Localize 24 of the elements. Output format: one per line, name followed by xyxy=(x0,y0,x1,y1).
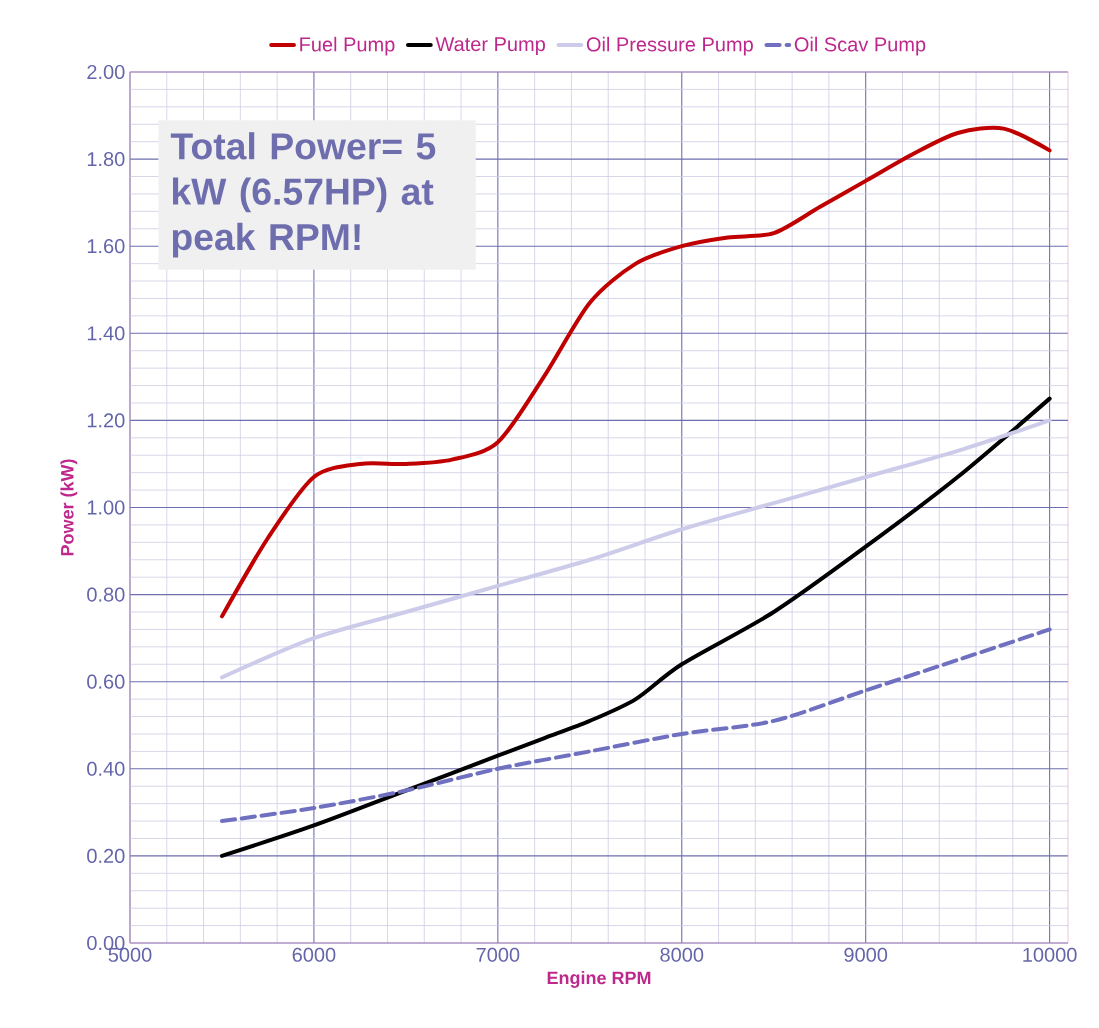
y-tick-label: 0.40 xyxy=(87,761,125,776)
x-axis-title: Engine RPM xyxy=(547,971,651,988)
x-tick-label: 10000 xyxy=(1023,947,1077,962)
x-tick-label: 6000 xyxy=(292,947,336,962)
x-tick-label: 7000 xyxy=(476,947,520,962)
line-series xyxy=(219,396,1052,858)
x-tick-label: 8000 xyxy=(660,947,704,962)
y-tick-label: 0.60 xyxy=(87,674,125,689)
y-tick-label: 1.40 xyxy=(87,326,125,341)
y-tick-label: 2.00 xyxy=(87,64,125,80)
legend-label: Oil Pressure Pump xyxy=(586,36,753,56)
annotation: Total Power= 5 kW (6.57HP) at peak RPM! xyxy=(170,132,436,258)
y-tick-label: 1.60 xyxy=(87,239,125,254)
legend-label: Oil Scav Pump xyxy=(794,36,926,56)
y-tick-label: 1.80 xyxy=(87,152,125,167)
legend-label: Water Pump xyxy=(435,37,545,56)
y-tick-label: 0.20 xyxy=(87,848,125,863)
y-tick-label: 1.20 xyxy=(87,413,125,428)
y-axis-title: Power (kW) xyxy=(60,459,78,556)
x-tick-label: 9000 xyxy=(844,947,888,962)
line-series xyxy=(219,627,1052,824)
legend-label: Fuel Pump xyxy=(300,36,395,56)
y-tick-label: 0.80 xyxy=(87,587,125,602)
y-tick-label: 1.00 xyxy=(87,500,125,515)
